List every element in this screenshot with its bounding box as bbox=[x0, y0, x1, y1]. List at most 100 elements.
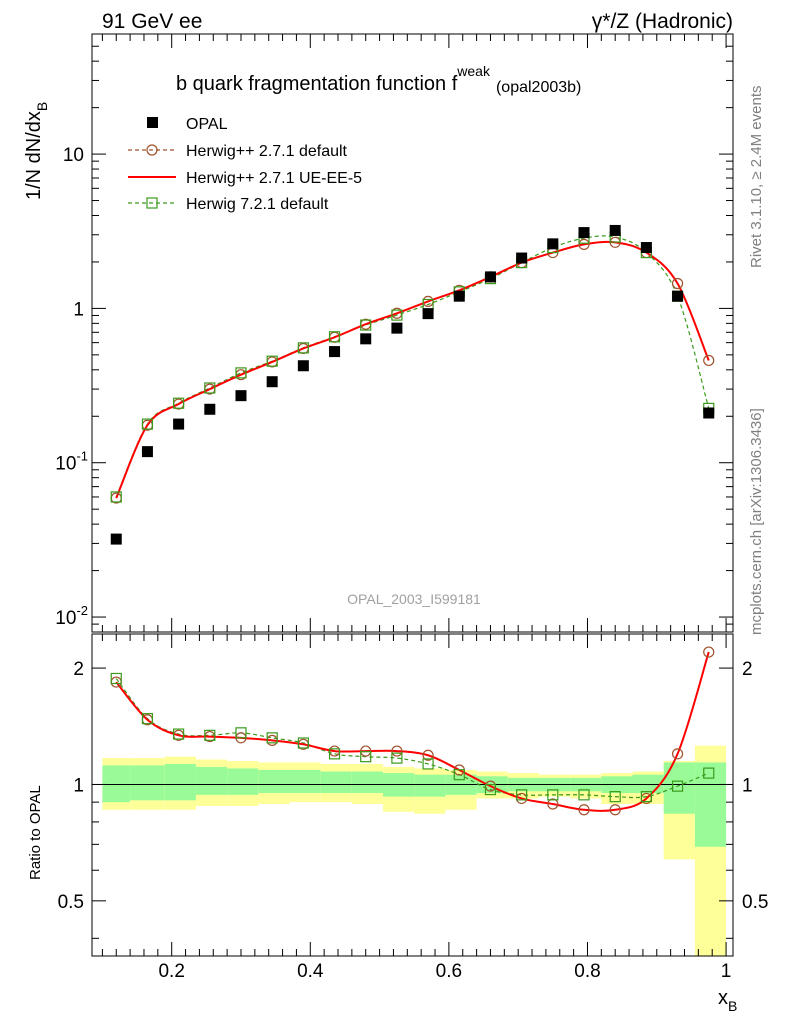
band-inner bbox=[289, 769, 321, 794]
legend-marker-herwig-default bbox=[146, 144, 158, 156]
band-inner bbox=[694, 762, 727, 847]
x-tick-label: 0.6 bbox=[436, 961, 462, 982]
herwig7-point bbox=[110, 491, 122, 503]
ratio-herwig-default-point bbox=[578, 804, 590, 816]
ratio-herwig7-point bbox=[547, 789, 559, 801]
herwig7-point bbox=[297, 342, 309, 354]
legend-marker-herwig7 bbox=[146, 197, 158, 209]
band-inner bbox=[195, 766, 228, 795]
y-tick-label: 10 bbox=[63, 145, 84, 166]
ratio-herwig7-point bbox=[484, 783, 497, 796]
opal-point bbox=[391, 322, 403, 334]
chart-title-suffix: (opal2003b) bbox=[496, 79, 581, 96]
herwig7-point bbox=[266, 355, 278, 367]
x-axis-label: xB bbox=[718, 987, 737, 1014]
ratio-herwig7-point bbox=[391, 752, 403, 764]
opal-point bbox=[609, 224, 621, 236]
herwig7-point bbox=[141, 418, 154, 430]
herwig-default-point bbox=[578, 238, 590, 250]
ratio-herwig7-point bbox=[422, 758, 434, 770]
band-inner bbox=[663, 762, 695, 814]
ratio-herwig7-point bbox=[235, 727, 247, 739]
ratio-herwig7-point bbox=[297, 737, 309, 749]
ratio-herwig7-point bbox=[360, 751, 372, 763]
legend-label-herwig7: Herwig 7.2.1 default bbox=[186, 196, 329, 213]
ratio-herwig7-point bbox=[578, 789, 590, 801]
ratio-herwig7-point bbox=[640, 791, 652, 803]
band-inner bbox=[632, 774, 664, 794]
opal-point bbox=[640, 242, 652, 254]
chart-title-superscript: weak bbox=[456, 63, 491, 79]
band-inner bbox=[102, 765, 131, 803]
series-line-herwig-default bbox=[115, 241, 710, 499]
band-inner bbox=[320, 771, 352, 794]
ratio-herwig7-point bbox=[110, 672, 122, 685]
rivet-label: Rivet 3.1.10, ≥ 2.4M events bbox=[748, 86, 765, 269]
ratio-herwig7-point bbox=[266, 732, 278, 744]
mcplots-label: mcplots.cern.ch [arXiv:1306.3436] bbox=[748, 408, 765, 635]
ratio-herwig7-point bbox=[173, 728, 185, 740]
legend-label-opal: OPAL bbox=[186, 116, 228, 133]
ratio-y-tick-label-left: 0.5 bbox=[58, 892, 84, 913]
legend-label-herwig-default: Herwig++ 2.7.1 default bbox=[186, 143, 348, 160]
y-axis-label: 1/N dN/dxB bbox=[23, 102, 50, 200]
herwig-default-point bbox=[703, 354, 715, 367]
opal-point bbox=[422, 308, 434, 320]
legend-label-herwig-ue: Herwig++ 2.7.1 UE-EE-5 bbox=[186, 170, 362, 187]
ratio-herwig7-point bbox=[141, 713, 154, 725]
ratio-herwig7-point bbox=[204, 729, 216, 741]
herwig7-point bbox=[391, 309, 403, 321]
ratio-line-herwig7 bbox=[115, 678, 709, 799]
opal-point bbox=[703, 407, 715, 419]
herwig7-point bbox=[204, 382, 216, 394]
ratio-y-label: Ratio to OPAL bbox=[27, 785, 44, 880]
herwig7-point bbox=[235, 367, 247, 379]
ratio-y-tick-label-left: 2 bbox=[73, 659, 84, 680]
ratio-panel: 0.5 0.5 1 1 2 2 0.2 0.4 0.6 0.8 1 Ratio to OPAL xB bbox=[27, 633, 768, 1014]
header-right: γ*/Z (Hadronic) bbox=[592, 10, 733, 33]
x-tick-label: 1 bbox=[721, 961, 732, 982]
opal-point bbox=[578, 227, 590, 239]
series-line-herwig7 bbox=[115, 235, 710, 498]
ratio-herwig7-point bbox=[453, 769, 465, 781]
opal-point bbox=[360, 333, 372, 345]
band-inner bbox=[130, 765, 165, 801]
y-axis-label-sub: B bbox=[34, 102, 50, 111]
ratio-herwig7-point bbox=[609, 791, 621, 803]
y-tick-label: 10-1 bbox=[55, 449, 88, 475]
opal-point bbox=[516, 252, 528, 264]
band-inner bbox=[164, 763, 196, 801]
series-line-herwig-ue bbox=[115, 240, 710, 499]
band-inner bbox=[414, 774, 446, 797]
ratio-herwig-default-point bbox=[422, 749, 434, 761]
x-axis-label-main: x bbox=[718, 987, 728, 1009]
y-tick-label: 1 bbox=[73, 299, 84, 320]
opal-point bbox=[266, 376, 278, 388]
y-tick-label: 10-2 bbox=[55, 603, 88, 629]
opal-point bbox=[453, 290, 465, 302]
band-inner bbox=[227, 768, 259, 795]
legend: OPAL Herwig++ 2.7.1 default Herwig++ 2.7… bbox=[128, 116, 362, 213]
x-axis-label-sub: B bbox=[728, 998, 737, 1014]
ratio-y-tick-label-left: 1 bbox=[73, 775, 84, 796]
herwig7-point bbox=[360, 319, 372, 331]
y-axis-label-main: 1/N dN/dx bbox=[23, 111, 45, 200]
legend-marker-opal bbox=[147, 117, 158, 128]
band-inner bbox=[258, 769, 290, 794]
herwig-default-point bbox=[671, 277, 684, 290]
main-panel: 10-2 10-1 1 10 OPAL_2003_I599181 b quark fr… bbox=[23, 33, 734, 633]
x-tick-label: 0.2 bbox=[158, 961, 184, 982]
ratio-herwig7-point bbox=[516, 789, 528, 801]
ratio-herwig-default-point bbox=[547, 798, 559, 810]
opal-point bbox=[141, 446, 153, 458]
opal-point bbox=[110, 533, 122, 545]
analysis-watermark: OPAL_2003_I599181 bbox=[347, 591, 481, 607]
x-tick-label: 0.8 bbox=[574, 961, 600, 982]
opal-point bbox=[672, 290, 684, 302]
opal-point bbox=[329, 346, 341, 358]
opal-point bbox=[235, 390, 247, 402]
ratio-frame bbox=[91, 633, 734, 957]
herwig7-point bbox=[328, 331, 341, 343]
ratio-herwig7-point bbox=[328, 748, 341, 760]
